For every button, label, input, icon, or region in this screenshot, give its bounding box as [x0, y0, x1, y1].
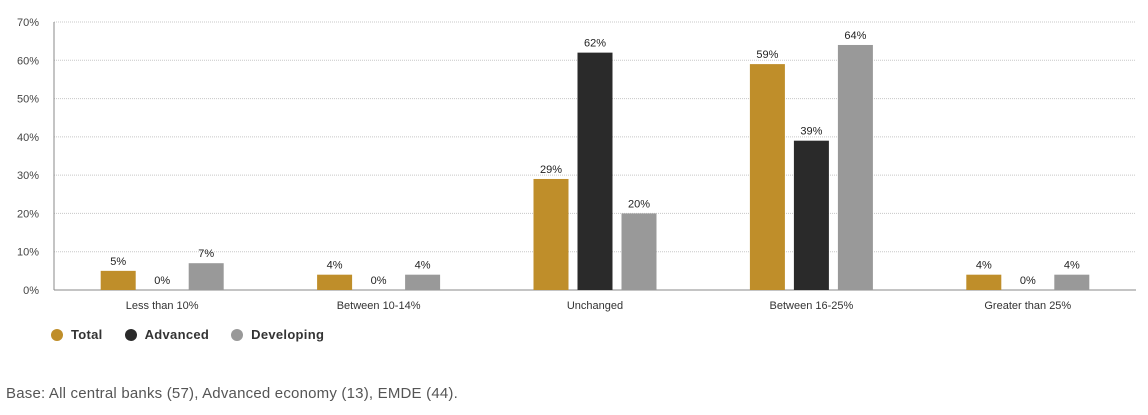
bar-total	[100, 270, 136, 290]
y-tick-label: 20%	[17, 208, 39, 220]
bar-advanced	[577, 52, 613, 290]
y-tick-label: 0%	[23, 285, 39, 297]
x-tick-label: Between 10-14%	[337, 300, 421, 312]
legend-label-advanced: Advanced	[144, 327, 210, 342]
data-label: 4%	[976, 260, 992, 272]
data-label: 20%	[628, 198, 650, 210]
data-label: 59%	[756, 49, 778, 61]
legend-item-advanced[interactable]: Advanced	[124, 327, 210, 342]
legend-label-total: Total	[71, 327, 103, 342]
data-label: 0%	[154, 275, 170, 287]
bar-developing	[188, 263, 224, 290]
y-tick-label: 40%	[17, 132, 39, 144]
y-tick-label: 70%	[17, 17, 39, 29]
chart-legend: Total Advanced Developing	[51, 327, 346, 342]
bar-total	[749, 64, 785, 290]
data-label: 0%	[371, 275, 387, 287]
data-label: 62%	[584, 38, 606, 50]
legend-swatch-advanced	[124, 328, 137, 341]
chart-footnote: Base: All central banks (57), Advanced e…	[6, 385, 458, 402]
legend-label-developing: Developing	[251, 327, 325, 342]
y-tick-label: 60%	[17, 55, 39, 67]
legend-item-total[interactable]: Total	[51, 327, 103, 342]
bar-total	[966, 274, 1002, 290]
x-tick-label: Between 16-25%	[770, 300, 854, 312]
bar-developing	[621, 213, 657, 290]
bar-advanced	[793, 140, 829, 290]
bar-developing	[1054, 274, 1090, 290]
y-tick-label: 10%	[17, 247, 39, 259]
legend-swatch-total	[51, 328, 63, 341]
bar-total	[317, 274, 353, 290]
y-tick-label: 50%	[17, 94, 39, 106]
data-label: 5%	[110, 256, 126, 268]
bar-total	[533, 178, 569, 290]
data-label: 7%	[198, 248, 214, 260]
legend-item-developing[interactable]: Developing	[231, 327, 324, 342]
data-label: 4%	[327, 260, 343, 272]
bar-developing	[837, 44, 873, 290]
data-label: 4%	[415, 260, 431, 272]
data-label: 39%	[800, 126, 822, 138]
data-label: 0%	[1020, 275, 1036, 287]
bar-developing	[405, 274, 441, 290]
bar-chart: 0% 10% 20% 30% 40% 50% 60% 70% 5% 0% 7% Less than 1…	[17, 17, 1136, 312]
y-tick-label: 30%	[17, 170, 39, 182]
data-label: 64%	[844, 30, 866, 42]
x-tick-label: Less than 10%	[126, 300, 199, 312]
x-tick-label: Unchanged	[567, 300, 623, 312]
legend-swatch-developing	[231, 328, 244, 341]
data-label: 29%	[540, 164, 562, 176]
data-label: 4%	[1064, 260, 1080, 272]
x-tick-label: Greater than 25%	[984, 300, 1071, 312]
